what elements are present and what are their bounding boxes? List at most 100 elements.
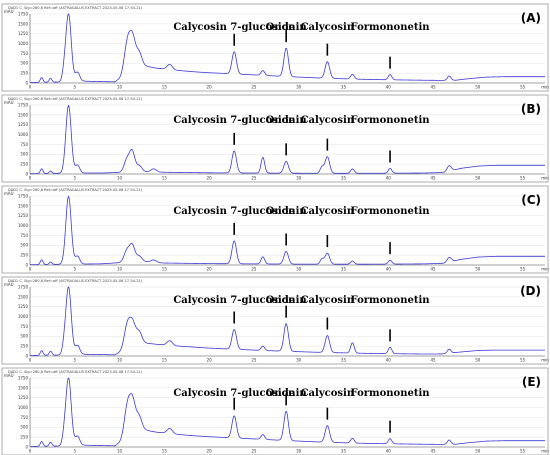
x-tick-label: 35: [341, 449, 347, 454]
y-tick-label: 1500: [18, 112, 29, 117]
x-tick-label: 10: [117, 267, 123, 272]
x-tick-label: 25: [251, 267, 257, 272]
peak-label: Calycosin 7-glucoside: [173, 206, 295, 217]
x-tick-label: 30: [296, 85, 302, 90]
x-tick-label: 10: [117, 358, 123, 363]
x-tick-label: 0: [29, 176, 32, 181]
y-tick-label: 250: [20, 344, 28, 349]
y-tick-label: 1500: [18, 294, 29, 299]
y-tick-label: 1000: [18, 405, 29, 410]
x-tick-label: 25: [251, 449, 257, 454]
y-tick-label: 1500: [18, 385, 29, 390]
peak-label: Ononin: [266, 295, 308, 306]
x-tick-label: 5: [74, 358, 77, 363]
x-tick-label: 55: [520, 176, 526, 181]
x-tick-label: 45: [430, 449, 436, 454]
signal-header: DAD1 C, Sig=260,8 Ref=off (ASTRAGALUS EX…: [8, 188, 143, 192]
y-tick-label: 250: [20, 162, 28, 167]
y-tick-label: 0: [25, 262, 28, 267]
y-tick-label: 1750: [18, 284, 29, 289]
peak-label: Calycosin: [301, 295, 355, 306]
x-tick-label: 20: [207, 176, 213, 181]
x-tick-label: 0: [29, 267, 32, 272]
x-tick-label: 10: [117, 449, 123, 454]
x-tick-label: 30: [296, 449, 302, 454]
x-tick-label: 35: [341, 176, 347, 181]
chromatogram-panel: DAD1 C, Sig=260,8 Ref=off (ASTRAGALUS EX…: [1, 276, 549, 365]
y-tick-label: 1250: [18, 395, 29, 400]
x-tick-label: 50: [475, 449, 481, 454]
panel-letter: (B): [521, 102, 541, 116]
y-tick-label: 750: [20, 142, 28, 147]
chromatogram-trace: [29, 286, 546, 356]
peak-label: Ononin: [266, 206, 308, 217]
peak-label: Ononin: [266, 115, 308, 126]
x-tick-label: 25: [251, 176, 257, 181]
peak-label: Calycosin 7-glucoside: [173, 295, 295, 306]
y-tick-label: 1000: [18, 41, 29, 46]
x-tick-label: 15: [162, 267, 168, 272]
chromatogram-trace: [29, 13, 546, 83]
y-tick-label: 750: [20, 233, 28, 238]
peak-label: Calycosin: [301, 22, 355, 33]
y-units-label: mAU: [4, 100, 14, 105]
x-tick-label: 0: [29, 85, 32, 90]
peak-label: Calycosin: [301, 115, 355, 126]
y-tick-label: 250: [20, 71, 28, 76]
x-tick-label: 50: [475, 176, 481, 181]
y-units-label: mAU: [4, 191, 14, 196]
x-tick-label: 35: [341, 267, 347, 272]
y-tick-label: 1750: [18, 193, 29, 198]
x-tick-label: 40: [386, 449, 392, 454]
x-tick-label: 30: [296, 358, 302, 363]
chromatogram-trace: [29, 105, 546, 175]
panel-letter: (E): [522, 375, 541, 389]
peak-label: Formononetin: [351, 22, 431, 33]
x-tick-label: 45: [430, 176, 436, 181]
chromatogram-trace: [29, 377, 546, 447]
x-tick-label: 5: [74, 449, 77, 454]
x-tick-label: 40: [386, 358, 392, 363]
x-tick-label: 15: [162, 176, 168, 181]
y-tick-label: 500: [20, 61, 28, 66]
y-tick-label: 750: [20, 415, 28, 420]
y-tick-label: 750: [20, 51, 28, 56]
x-tick-label: 30: [296, 267, 302, 272]
peak-label: Calycosin: [301, 206, 355, 217]
signal-header: DAD1 C, Sig=260,8 Ref=off (ASTRAGALUS EX…: [8, 279, 143, 283]
x-tick-label: 50: [475, 85, 481, 90]
y-tick-label: 1750: [18, 375, 29, 380]
panel-frame: [1, 276, 549, 365]
x-tick-label: 30: [296, 176, 302, 181]
x-tick-label: 15: [162, 85, 168, 90]
x-tick-label: 10: [117, 176, 123, 181]
peak-label: Calycosin 7-glucoside: [173, 115, 295, 126]
x-tick-label: 55: [520, 358, 526, 363]
x-tick-label: 25: [251, 85, 257, 90]
y-tick-label: 500: [20, 334, 28, 339]
peak-label: Calycosin: [301, 388, 355, 399]
x-tick-label: min: [541, 358, 549, 363]
peak-label: Ononin: [266, 388, 308, 399]
y-tick-label: 500: [20, 243, 28, 248]
signal-header: DAD1 C, Sig=260,8 Ref=off (ASTRAGALUS EX…: [8, 370, 143, 374]
y-tick-label: 1250: [18, 122, 29, 127]
y-tick-label: 750: [20, 324, 28, 329]
x-tick-label: 5: [74, 176, 77, 181]
x-tick-label: 5: [74, 267, 77, 272]
chromatogram-panel: DAD1 C, Sig=260,8 Ref=off (ASTRAGALUS EX…: [1, 94, 549, 183]
peak-label: Calycosin 7-glucoside: [173, 22, 295, 33]
y-tick-label: 1000: [18, 132, 29, 137]
x-tick-label: 0: [29, 449, 32, 454]
x-tick-label: 45: [430, 85, 436, 90]
signal-header: DAD1 C, Sig=260,8 Ref=off (ASTRAGALUS EX…: [8, 6, 143, 10]
x-tick-label: 25: [251, 358, 257, 363]
x-tick-label: 50: [475, 358, 481, 363]
x-tick-label: 50: [475, 267, 481, 272]
panel-frame: [1, 3, 549, 92]
x-tick-label: 15: [162, 358, 168, 363]
x-tick-label: 15: [162, 449, 168, 454]
x-tick-label: 55: [520, 449, 526, 454]
panel-letter: (C): [521, 193, 541, 207]
y-tick-label: 0: [25, 353, 28, 358]
